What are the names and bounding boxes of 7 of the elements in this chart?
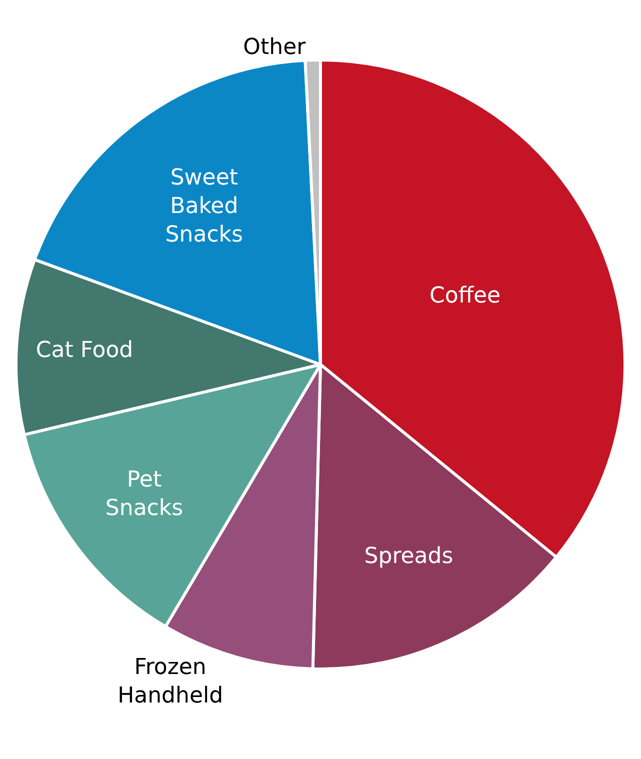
slice-label: Coffee <box>430 283 501 308</box>
slice-label: Cat Food <box>36 338 134 363</box>
slice-label: Frozen Handheld <box>118 655 224 709</box>
slice-label: Other <box>243 35 307 60</box>
slice-label: Sweet Baked Snacks <box>165 165 243 248</box>
slice-label: Pet Snacks <box>105 467 184 522</box>
slice-label: Spreads <box>364 544 454 570</box>
